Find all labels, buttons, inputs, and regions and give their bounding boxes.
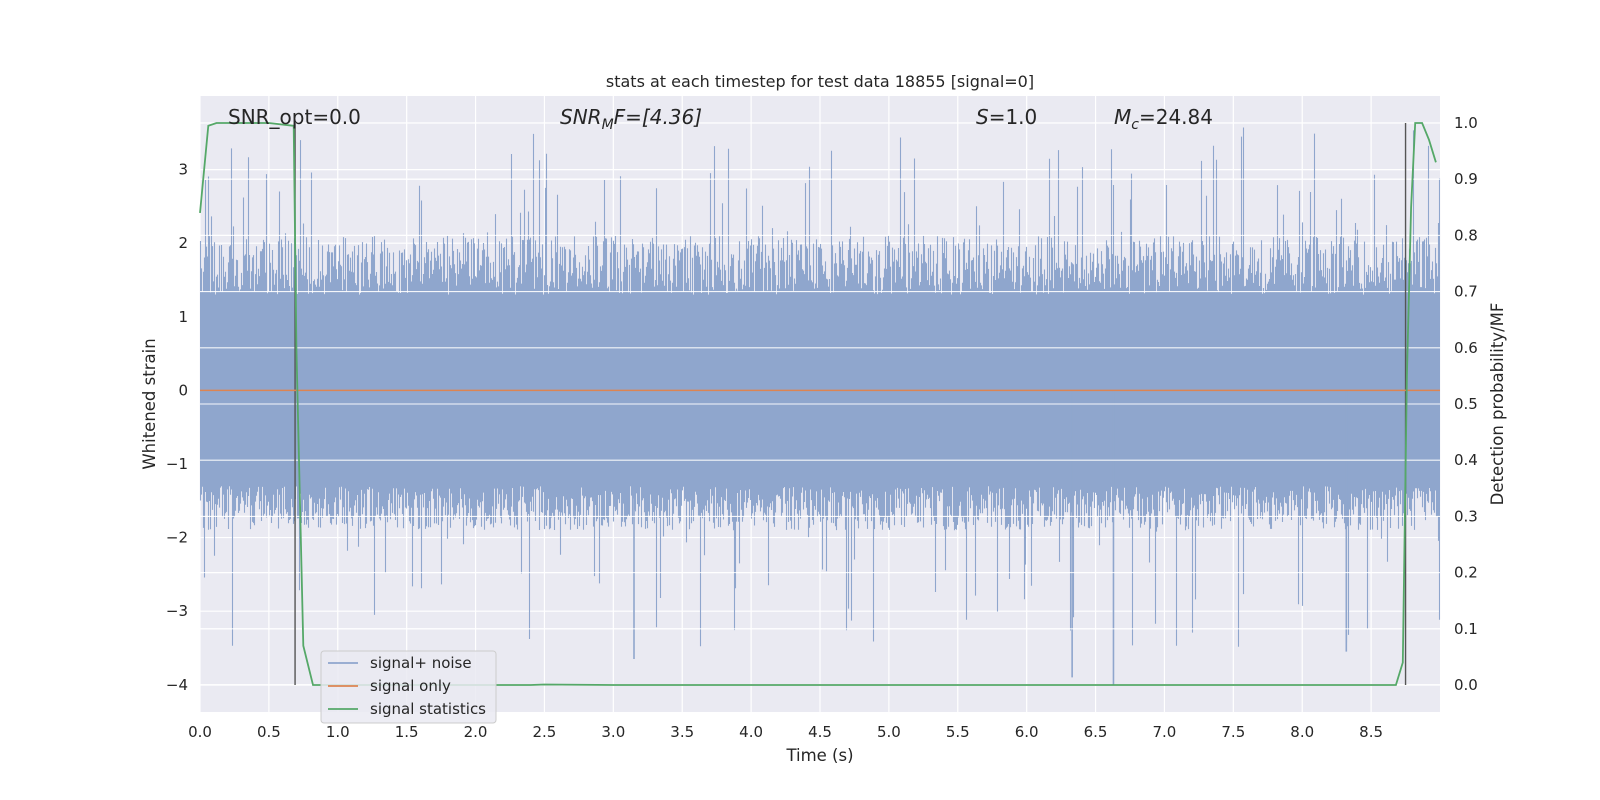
y2-tick-label: 1.0 [1454,114,1478,132]
x-tick-label: 5.0 [877,723,901,741]
annotation-snr-mf: SNRMF=[4.36] [560,105,702,133]
y-tick-label: 1 [178,308,188,326]
y-axis-label: Whitened strain [140,338,159,469]
annotation-snr-opt: SNR_opt=0.0 [228,105,361,129]
y-tick-label: 2 [178,234,188,252]
y-tick-label: −4 [166,676,188,694]
mc-text-b: c [1131,117,1139,133]
x-tick-label: 0.0 [188,723,212,741]
y2-tick-label: 0.5 [1454,395,1478,413]
x-tick-label: 7.0 [1153,723,1177,741]
y2-tick-label: 0.0 [1454,676,1478,694]
x-tick-label: 2.5 [533,723,557,741]
x-tick-label: 0.5 [257,723,281,741]
y2-tick-label: 0.4 [1454,451,1478,469]
y-tick-labels: 3 2 1 0 −1 −2 −3 −4 [166,161,188,694]
y2-tick-label: 0.9 [1454,170,1478,188]
x-tick-label: 2.0 [464,723,488,741]
legend-box [320,650,497,724]
chart-title: stats at each timestep for test data 188… [606,72,1034,91]
x-axis-label: Time (s) [785,746,853,765]
s-text-a: S [976,105,989,129]
y-tick-label: −3 [166,602,188,620]
x-tick-label: 6.5 [1084,723,1108,741]
x-tick-labels: 0.0 0.5 1.0 1.5 2.0 2.5 3.0 3.5 4.0 4.5 5.0 5.5 6.0 6… [188,723,1383,741]
annotation-mc: Mc=24.84 [1114,105,1213,133]
snr-mf-text-b: M [602,117,614,133]
x-tick-label: 3.5 [670,723,694,741]
x-tick-label: 4.5 [808,723,832,741]
y2-tick-label: 0.8 [1454,226,1478,244]
y-tick-label: 3 [178,161,188,179]
x-tick-label: 8.5 [1359,723,1383,741]
legend-label-signal-only: signal only [370,677,451,695]
legend-label-signal-statistics: signal statistics [370,700,486,718]
x-tick-label: 3.0 [601,723,625,741]
y-tick-label: 0 [178,381,188,399]
mc-text-a: M [1114,105,1131,129]
noise-spikes [199,127,1441,647]
x-tick-label: 6.0 [1015,723,1039,741]
signal-statistics-series [199,122,1437,686]
x-tick-label: 8.0 [1290,723,1314,741]
x-tick-label: 1.5 [395,723,419,741]
s-text-b: =1.0 [989,105,1038,129]
y2-tick-label: 0.6 [1454,339,1478,357]
y2-axis-label: Detection probability/MF [1488,303,1507,506]
x-tick-label: 5.5 [946,723,970,741]
snr-mf-text-a: SNR [560,105,602,129]
y-tick-label: −2 [166,529,188,547]
y-tick-label: −1 [166,455,188,473]
y2-tick-label: 0.1 [1454,620,1478,638]
x-tick-label: 7.5 [1221,723,1245,741]
x-tick-label: 4.0 [739,723,763,741]
legend-label-signal-noise: signal+ noise [370,654,472,672]
y2-tick-label: 0.3 [1454,507,1478,525]
x-tick-label: 1.0 [326,723,350,741]
mc-text-c: =24.84 [1139,105,1213,129]
annotation-s: S=1.0 [976,105,1037,129]
legend: signal+ noise signal only signal statist… [320,650,497,724]
y2-tick-label: 0.2 [1454,564,1478,582]
y2-tick-label: 0.7 [1454,283,1478,301]
snr-mf-text-c: F=[4.36] [614,105,702,129]
y2-tick-labels: 1.0 0.9 0.8 0.7 0.6 0.5 0.4 0.3 0.2 0.1 0.0 [1454,114,1478,694]
